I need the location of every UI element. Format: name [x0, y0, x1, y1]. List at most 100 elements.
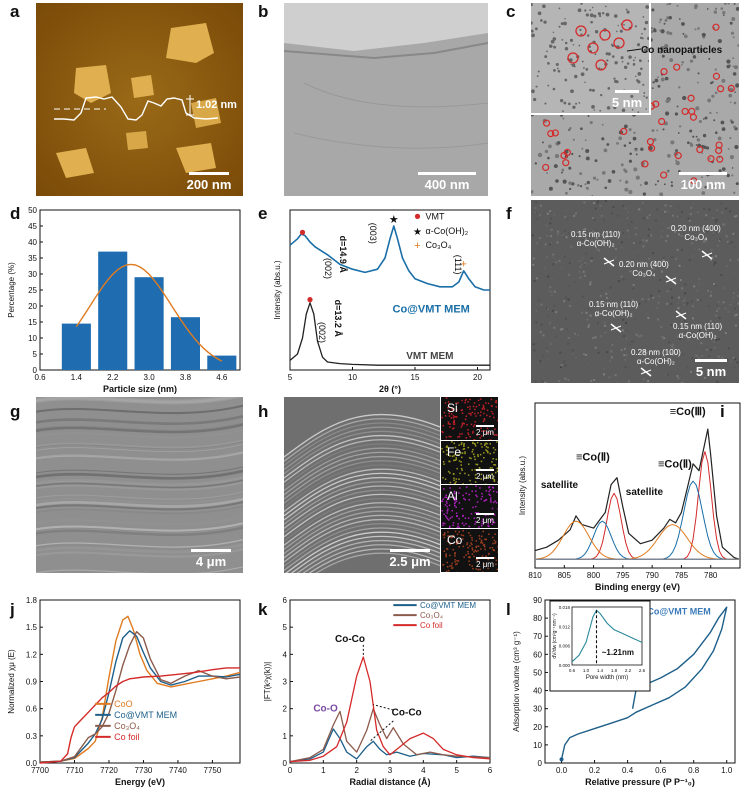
edx-dot	[449, 517, 452, 519]
edx-element-label: Al	[447, 489, 458, 503]
edx-dot	[484, 444, 486, 447]
bar	[134, 277, 164, 370]
lattice-noise	[573, 214, 576, 217]
x-tick-label: 795	[616, 571, 630, 580]
grain	[735, 83, 739, 88]
lattice-noise	[672, 347, 675, 350]
lattice-noise	[655, 306, 658, 309]
grain	[681, 60, 684, 64]
edx-dot	[450, 435, 452, 438]
edx-dot	[474, 474, 477, 476]
edx-scale-bar: 2 μm	[476, 557, 494, 569]
lattice-noise	[665, 240, 668, 243]
lattice-noise	[732, 292, 735, 295]
grain	[568, 166, 572, 170]
edx-dot	[452, 417, 455, 419]
lattice-noise	[708, 208, 711, 211]
edx-dot	[452, 548, 454, 551]
lattice-noise	[705, 214, 708, 217]
grain	[677, 132, 680, 134]
edx-dot	[445, 446, 448, 448]
nanoparticle-marker	[690, 177, 698, 185]
layer	[284, 497, 440, 542]
nanoparticle-marker	[712, 23, 720, 31]
lattice-noise	[629, 260, 632, 263]
grain	[601, 171, 606, 175]
lattice-noise	[610, 356, 613, 359]
lattice-noise	[677, 377, 680, 380]
lattice-noise	[585, 311, 588, 314]
x-axis-label: Energy (eV)	[115, 777, 165, 787]
lattice-noise	[550, 228, 553, 231]
grain	[669, 31, 673, 36]
cross-section-image	[284, 397, 440, 573]
grain	[555, 179, 559, 183]
lattice-noise	[547, 201, 550, 204]
lattice-noise	[600, 300, 603, 303]
lattice-noise	[604, 236, 607, 239]
y-tick-label: 15	[28, 318, 37, 327]
edx-dot	[471, 451, 473, 453]
lattice-noise	[680, 315, 683, 318]
series-line	[39, 615, 241, 763]
grain	[656, 129, 659, 132]
grain	[613, 105, 617, 110]
grain	[580, 127, 583, 131]
edx-dot	[492, 431, 494, 434]
lattice-noise	[713, 261, 716, 264]
grain	[664, 76, 669, 81]
edx-dot	[443, 550, 446, 552]
grain	[592, 176, 597, 180]
edx-dot	[472, 430, 474, 433]
edx-dot	[456, 515, 458, 518]
lattice-marker	[665, 277, 677, 283]
grain	[586, 186, 589, 190]
edx-dot	[468, 525, 470, 528]
edx-dot	[460, 443, 463, 446]
grain	[547, 62, 550, 65]
lattice-noise	[699, 325, 702, 328]
lattice-noise	[735, 376, 738, 379]
edx-dot	[451, 409, 454, 411]
nanoparticle-marker	[641, 160, 649, 168]
edx-dot	[460, 426, 463, 428]
lattice-noise	[539, 360, 542, 363]
grain	[581, 147, 584, 150]
lattice-noise	[560, 249, 563, 252]
grain	[575, 102, 578, 105]
edx-dot	[449, 455, 451, 457]
grain	[667, 3, 671, 6]
edx-dot	[487, 446, 489, 449]
lattice-noise	[723, 377, 726, 380]
scale-label: 100 nm	[680, 177, 726, 192]
edx-dot	[453, 455, 455, 457]
grain	[691, 52, 694, 55]
grain	[569, 187, 572, 191]
layer	[284, 455, 440, 500]
lattice-noise	[571, 346, 574, 349]
scale-label: 2 μm	[476, 516, 494, 525]
lattice-noise	[592, 202, 595, 205]
grain	[722, 14, 725, 16]
x-tick-label: 0.8	[688, 766, 700, 775]
edx-dot	[454, 555, 456, 557]
lattice-noise	[611, 212, 614, 215]
grain	[635, 75, 637, 78]
lattice-noise	[570, 227, 573, 230]
sem-surface-image	[36, 397, 243, 573]
lattice-noise	[627, 380, 630, 383]
y-tick-label: 1.2	[26, 650, 38, 659]
edx-dot	[476, 441, 479, 444]
lattice-noise	[711, 256, 714, 259]
edx-dot	[487, 402, 490, 405]
lattice-noise	[729, 259, 732, 262]
lattice-noise	[736, 344, 739, 347]
grain	[708, 57, 711, 60]
edx-dot	[497, 508, 498, 510]
annotation-f-5: 0.15 nm (110) α-Co(OH)₂	[673, 322, 723, 340]
y-tick-label: 0.6	[26, 705, 38, 714]
x-tick-label: 7720	[100, 766, 118, 775]
y-axis-label: Adsorption volume (cm³ g⁻¹)	[512, 631, 521, 732]
lattice-noise	[682, 353, 685, 356]
lattice-noise	[604, 239, 607, 242]
